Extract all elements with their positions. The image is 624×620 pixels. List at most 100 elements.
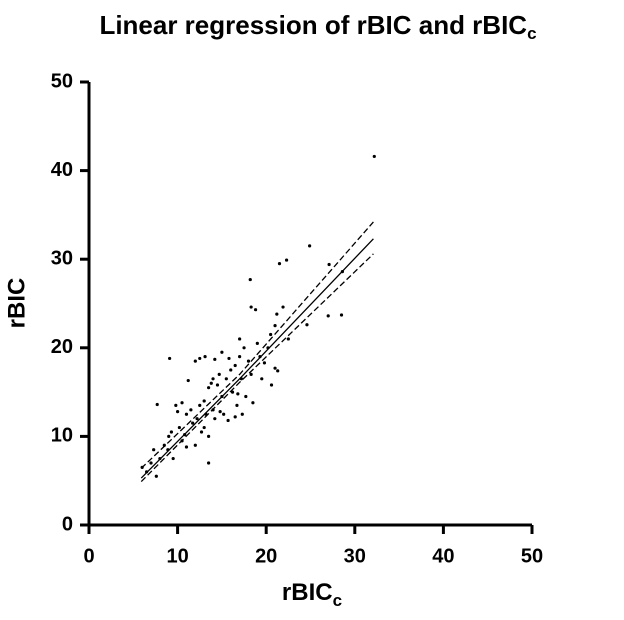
point xyxy=(184,445,189,449)
point xyxy=(213,357,217,361)
point xyxy=(339,313,344,317)
point xyxy=(235,403,239,407)
x-tick-label: 50 xyxy=(521,545,543,567)
point xyxy=(230,390,235,394)
point xyxy=(233,363,237,368)
point xyxy=(174,403,178,407)
point xyxy=(154,474,158,478)
point xyxy=(273,324,277,328)
point xyxy=(275,312,279,316)
x-label-subscript: c xyxy=(333,591,342,610)
point xyxy=(207,461,211,465)
point xyxy=(240,412,244,416)
point xyxy=(213,417,217,421)
point xyxy=(217,372,221,376)
point xyxy=(277,262,282,266)
y-tick-label: 50 xyxy=(51,70,73,92)
point xyxy=(286,337,290,341)
regression-line xyxy=(140,238,374,479)
point xyxy=(276,369,280,373)
point xyxy=(199,430,204,434)
point xyxy=(260,377,264,381)
point xyxy=(305,323,309,327)
point xyxy=(167,434,171,438)
point xyxy=(198,356,202,361)
point xyxy=(236,392,240,396)
point xyxy=(211,377,215,381)
y-tick-label: 20 xyxy=(51,336,73,358)
point xyxy=(248,277,252,282)
point xyxy=(186,378,190,383)
point xyxy=(326,314,330,318)
y-axis-label: rBIC xyxy=(3,278,30,329)
y-tick-label: 30 xyxy=(51,247,73,269)
point xyxy=(229,368,233,372)
point xyxy=(222,412,226,416)
point xyxy=(244,394,248,399)
point xyxy=(207,434,211,438)
point xyxy=(262,361,267,365)
point xyxy=(203,355,207,359)
point xyxy=(168,356,172,361)
x-tick-label: 10 xyxy=(166,545,188,567)
point xyxy=(189,408,193,412)
point xyxy=(227,356,231,361)
point xyxy=(249,305,253,309)
point xyxy=(152,448,156,452)
point xyxy=(218,409,222,414)
point xyxy=(233,415,237,419)
y-tick-label: 0 xyxy=(62,513,73,535)
point xyxy=(149,461,153,465)
point xyxy=(202,399,206,403)
x-tick-label: 20 xyxy=(255,545,277,567)
point xyxy=(191,421,195,425)
point xyxy=(193,443,197,447)
chart-title: Linear regression of rBIC and rBICc xyxy=(99,10,536,44)
point xyxy=(372,154,376,159)
y-tick-label: 40 xyxy=(51,159,73,181)
point xyxy=(226,418,230,423)
confidence-lower xyxy=(140,253,374,483)
point xyxy=(251,401,255,405)
point xyxy=(249,372,253,376)
point xyxy=(284,258,289,262)
point xyxy=(209,381,213,385)
point xyxy=(176,409,180,414)
point xyxy=(269,383,274,387)
point xyxy=(169,430,173,434)
point xyxy=(308,244,312,248)
x-tick-label: 30 xyxy=(344,545,366,567)
point xyxy=(195,417,199,421)
point xyxy=(255,341,259,345)
point xyxy=(184,412,189,416)
point xyxy=(193,359,197,363)
point xyxy=(180,401,184,405)
point xyxy=(207,386,211,390)
point xyxy=(171,456,175,461)
point xyxy=(246,359,251,363)
y-tick-label: 10 xyxy=(51,425,73,447)
point xyxy=(224,377,228,381)
x-label-text: rBIC xyxy=(282,579,333,606)
point xyxy=(242,346,246,350)
confidence-upper xyxy=(140,221,374,469)
point xyxy=(238,337,242,341)
point xyxy=(253,308,258,312)
point xyxy=(155,402,159,407)
title-subscript: c xyxy=(527,24,536,43)
point xyxy=(273,366,277,370)
point xyxy=(198,403,202,407)
x-axis-label: rBICc xyxy=(282,579,342,610)
point xyxy=(269,332,273,337)
x-tick-label: 0 xyxy=(83,545,94,567)
point xyxy=(215,383,220,387)
point xyxy=(202,425,206,430)
x-tick-label: 40 xyxy=(432,545,454,567)
point xyxy=(327,262,331,267)
point xyxy=(238,355,242,359)
point xyxy=(220,350,224,354)
point xyxy=(281,305,285,309)
point xyxy=(177,425,181,430)
title-text: Linear regression of rBIC and rBIC xyxy=(99,10,527,40)
